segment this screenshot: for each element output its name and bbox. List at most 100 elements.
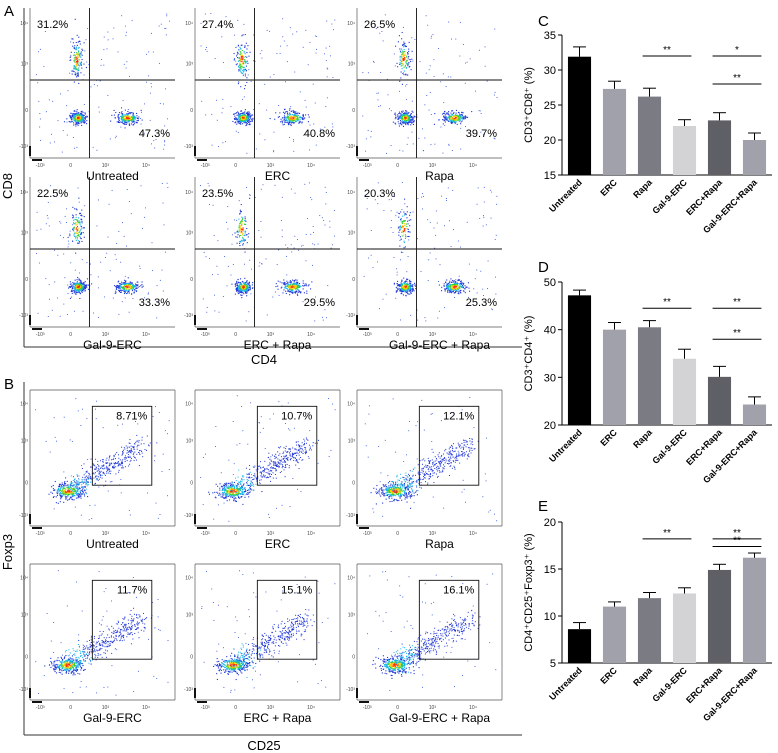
event-dot [74, 65, 76, 67]
event-dot [458, 278, 460, 281]
event-dot [440, 290, 443, 292]
event-dot [73, 122, 75, 124]
event-dot [83, 281, 85, 284]
event-dot [240, 291, 242, 294]
event-dot [238, 114, 240, 116]
event-dot [292, 118, 294, 120]
event-dot [366, 198, 368, 200]
event-dot [400, 288, 402, 290]
event-dot [243, 63, 245, 65]
event-dot [289, 284, 291, 286]
event-dot [63, 493, 65, 495]
event-dot [281, 120, 283, 123]
event-dot [75, 228, 77, 230]
event-dot [240, 240, 242, 242]
event-dot [80, 232, 82, 234]
cd4-cd8-plot-x-tick-label: -10³ [201, 332, 210, 338]
event-dot [294, 71, 296, 73]
event-dot [455, 289, 457, 291]
event-dot [63, 121, 66, 123]
event-dot [239, 63, 241, 65]
event-dot [401, 226, 403, 228]
event-dot [290, 287, 292, 289]
event-dot [90, 86, 92, 88]
event-dot [241, 297, 243, 299]
event-dot [448, 115, 450, 117]
event-dot [80, 56, 82, 58]
event-dot [120, 286, 122, 288]
event-dot [444, 290, 446, 292]
event-dot [148, 75, 150, 77]
event-dot [84, 112, 86, 114]
event-dot [243, 59, 245, 61]
event-dot [120, 112, 122, 114]
event-dot [248, 233, 250, 235]
event-dot [400, 51, 402, 54]
event-dot [295, 113, 298, 115]
event-dot [132, 446, 134, 448]
event-dot [279, 112, 281, 114]
event-dot [74, 117, 76, 119]
event-dot [59, 494, 61, 496]
event-dot [299, 286, 301, 288]
event-dot [241, 223, 243, 225]
event-dot [454, 285, 456, 287]
event-dot [405, 236, 407, 238]
event-dot [76, 238, 78, 240]
event-dot [75, 63, 77, 65]
event-dot [242, 112, 245, 114]
event-dot [242, 237, 244, 240]
event-dot [453, 119, 455, 121]
event-dot [133, 452, 135, 454]
event-dot [76, 288, 78, 290]
event-dot [141, 227, 143, 229]
event-dot [231, 283, 233, 285]
event-dot [80, 232, 82, 234]
event-dot [81, 287, 83, 289]
event-dot [495, 276, 496, 278]
event-dot [293, 122, 295, 124]
event-dot [459, 283, 461, 286]
event-dot [59, 501, 61, 503]
event-dot [458, 279, 460, 281]
event-dot [78, 59, 80, 61]
event-dot [77, 53, 79, 55]
event-dot [77, 229, 79, 231]
event-dot [296, 112, 298, 114]
event-dot [307, 121, 309, 123]
event-dot [239, 69, 241, 71]
event-dot [404, 113, 406, 115]
event-dot [84, 286, 86, 288]
event-dot [71, 120, 73, 123]
event-dot [241, 120, 243, 122]
event-dot [75, 483, 77, 485]
event-dot [287, 289, 289, 291]
event-dot [246, 113, 248, 115]
event-dot [123, 289, 125, 292]
event-dot [245, 286, 247, 289]
event-dot [121, 463, 123, 465]
event-dot [132, 124, 134, 126]
event-dot [123, 285, 125, 287]
event-dot [401, 222, 403, 224]
event-dot [403, 41, 405, 43]
event-dot [105, 459, 107, 461]
event-dot [451, 285, 454, 287]
event-dot [123, 284, 125, 286]
event-dot [73, 124, 75, 126]
event-dot [115, 111, 117, 114]
event-dot [135, 290, 137, 292]
event-dot [119, 118, 121, 120]
event-dot [485, 224, 487, 226]
event-dot [205, 114, 207, 116]
event-dot [407, 284, 409, 286]
event-dot [453, 281, 455, 283]
event-dot [290, 291, 292, 293]
event-dot [156, 317, 158, 319]
event-dot [409, 293, 411, 295]
event-dot [125, 288, 127, 290]
event-dot [240, 228, 242, 230]
event-dot [165, 34, 167, 36]
event-dot [459, 289, 461, 292]
event-dot [418, 137, 420, 139]
